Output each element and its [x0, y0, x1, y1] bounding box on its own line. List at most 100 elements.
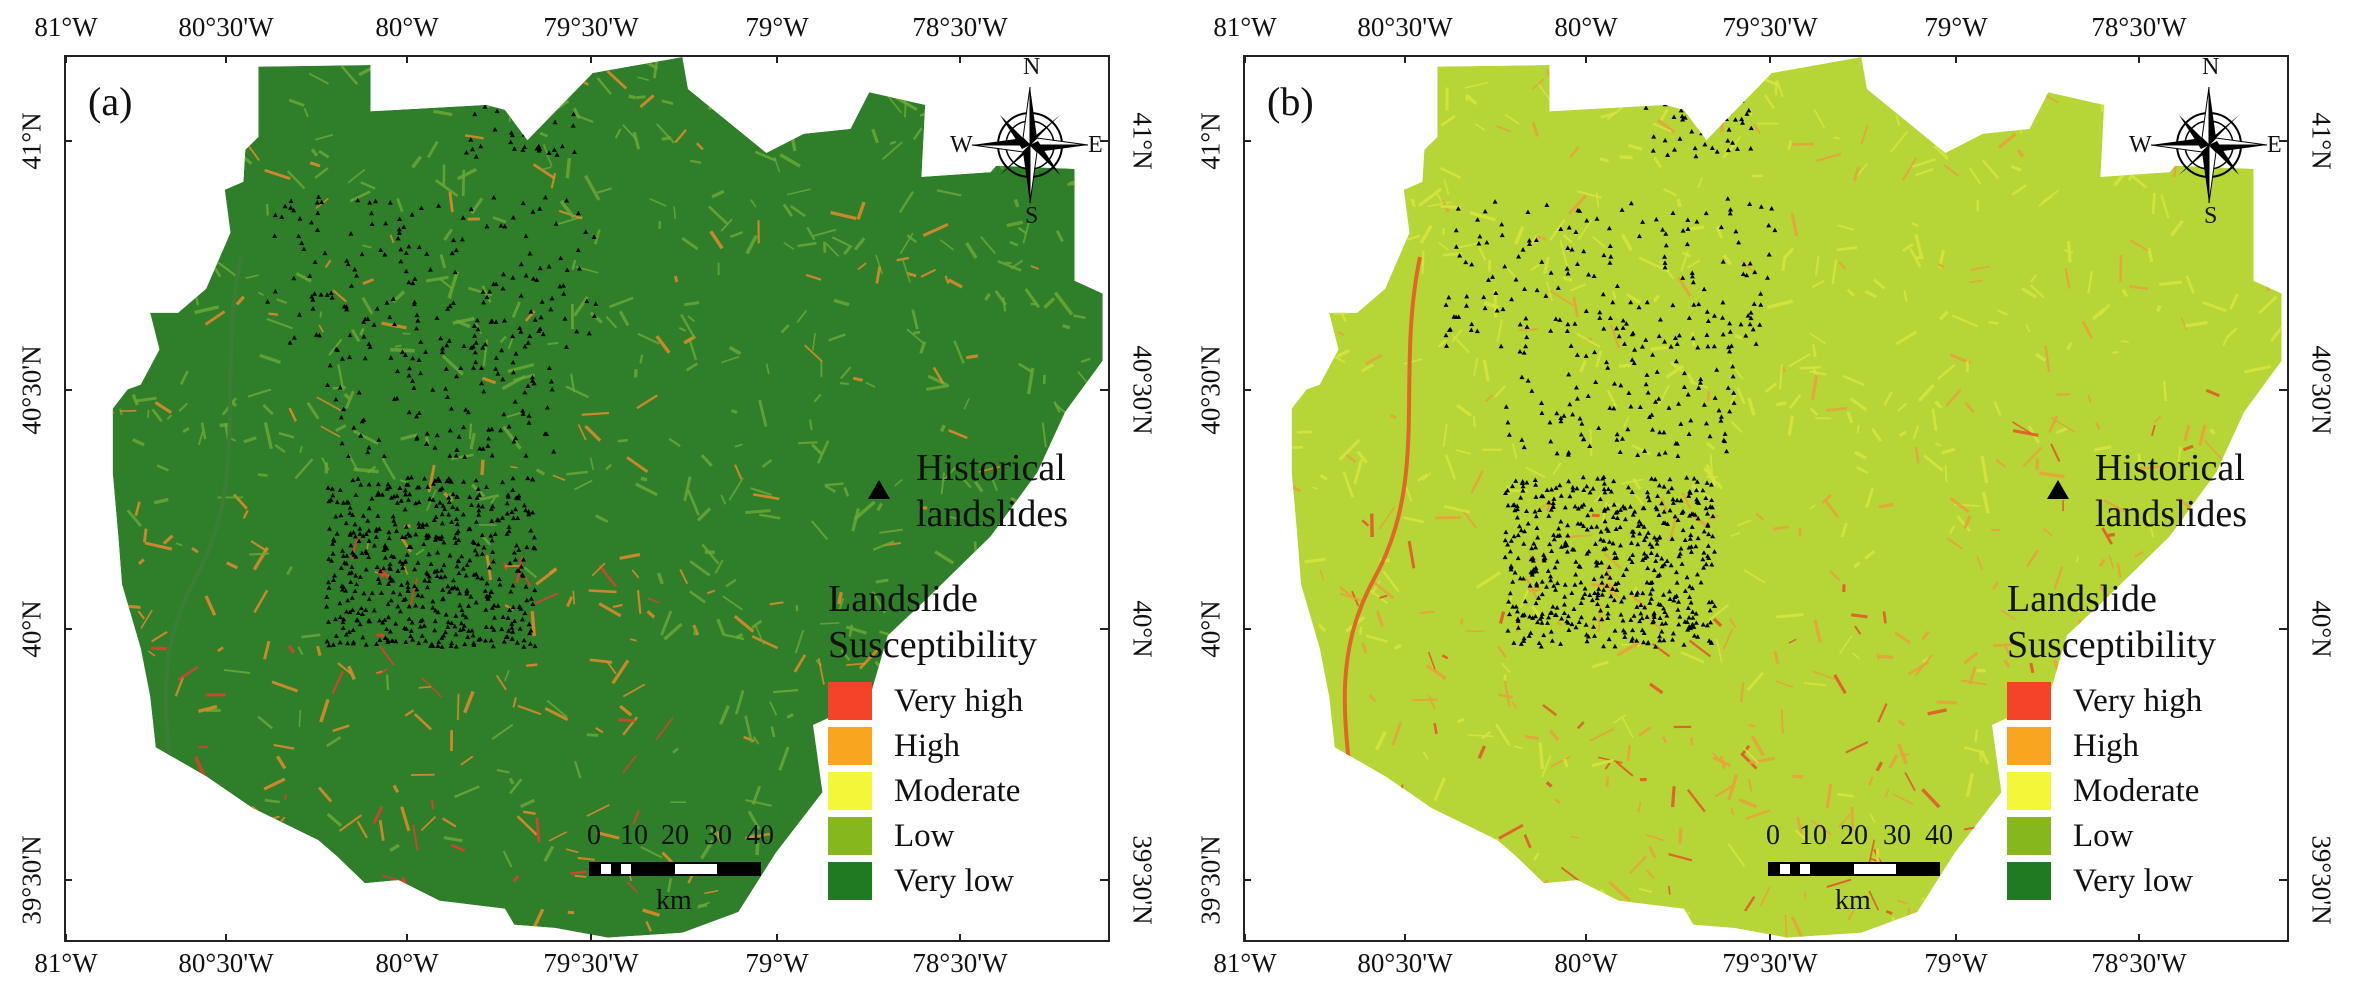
drainage-streak	[342, 909, 358, 920]
drainage-streak	[919, 341, 927, 354]
drainage-streak	[1416, 134, 1425, 140]
landslide-point	[403, 250, 409, 255]
landslide-point	[1627, 556, 1633, 561]
landslide-point	[473, 599, 479, 605]
landslide-point	[452, 535, 458, 540]
landslide-point	[371, 322, 377, 327]
drainage-streak	[1541, 755, 1552, 778]
drainage-streak	[1247, 200, 1262, 203]
landslide-point	[1539, 611, 1545, 616]
landslide-point	[1453, 244, 1459, 249]
drainage-streak	[2103, 499, 2128, 514]
landslide-point	[1644, 299, 1650, 305]
landslide-point	[1675, 607, 1681, 612]
drainage-streak	[649, 197, 667, 207]
landslide-point	[369, 221, 375, 226]
landslide-point	[1530, 615, 1536, 620]
landslide-point	[1594, 563, 1600, 568]
top-tick-mark	[1404, 55, 1406, 63]
landslide-point	[1594, 595, 1600, 601]
drainage-streak	[642, 908, 661, 917]
landslide-point	[1694, 219, 1700, 224]
landslide-point	[456, 570, 462, 576]
landslide-point	[356, 538, 362, 544]
drainage-streak	[837, 591, 843, 605]
drainage-streak	[116, 794, 128, 815]
drainage-streak	[468, 286, 493, 297]
drainage-streak	[1653, 156, 1662, 168]
landslide-point	[350, 607, 356, 612]
landslide-point	[345, 597, 351, 603]
landslide-point	[1538, 644, 1544, 649]
landslide-point	[475, 541, 481, 547]
drainage-streak	[1088, 659, 1094, 668]
landslide-point	[549, 295, 555, 301]
landslide-point	[430, 387, 436, 392]
drainage-streak	[811, 333, 816, 351]
landslide-point	[511, 146, 517, 151]
drainage-streak	[617, 438, 628, 443]
drainage-streak	[1391, 814, 1407, 832]
drainage-streak	[1326, 824, 1341, 851]
landslide-point	[416, 410, 422, 415]
drainage-streak	[1846, 411, 1854, 424]
drainage-streak	[163, 814, 171, 824]
landslide-point	[1747, 261, 1753, 266]
drainage-streak	[1720, 106, 1725, 132]
drainage-streak	[350, 329, 361, 343]
landslide-point	[493, 355, 499, 360]
landslide-point	[385, 601, 391, 607]
drainage-streak	[82, 793, 87, 810]
drainage-streak	[1755, 512, 1765, 521]
drainage-streak	[1315, 206, 1326, 220]
landslide-point	[1561, 602, 1567, 607]
landslide-point	[493, 319, 499, 325]
landslide-point	[427, 496, 433, 501]
drainage-streak	[1814, 256, 1820, 276]
landslide-point	[1578, 614, 1584, 620]
landslide-point	[1748, 310, 1754, 315]
drainage-streak	[639, 354, 644, 364]
drainage-streak	[2129, 285, 2149, 291]
bottom-tick-mark	[1955, 934, 1957, 942]
landslide-point	[346, 629, 352, 634]
landslide-point	[1714, 149, 1720, 154]
landslide-point	[476, 512, 482, 517]
landslide-point	[1677, 614, 1683, 619]
landslide-point	[366, 445, 372, 450]
landslide-point	[1662, 260, 1668, 265]
landslide-point	[324, 638, 330, 644]
landslide-point	[374, 641, 380, 646]
drainage-streak	[1897, 719, 1906, 727]
drainage-streak	[100, 325, 103, 337]
drainage-streak	[770, 726, 776, 738]
drainage-streak	[1740, 752, 1758, 770]
drainage-streak	[745, 832, 771, 840]
landslide-point	[495, 603, 501, 608]
drainage-streak	[656, 572, 664, 585]
landslide-point	[1681, 642, 1687, 647]
landslide-point	[1647, 414, 1653, 420]
drainage-streak	[253, 589, 269, 613]
bottom-tick-mark	[1585, 934, 1587, 942]
landslide-point	[388, 597, 394, 603]
landslide-point	[439, 349, 445, 355]
landslide-point	[1676, 332, 1682, 338]
drainage-streak	[622, 683, 646, 698]
landslide-point	[442, 506, 448, 512]
landslide-point	[1653, 558, 1659, 563]
landslide-point	[518, 100, 524, 106]
drainage-streak	[1982, 491, 1990, 514]
landslide-point	[379, 492, 385, 497]
drainage-streak	[622, 754, 637, 774]
drainage-streak	[338, 814, 362, 832]
drainage-streak	[1402, 516, 1425, 524]
landslide-point	[1730, 363, 1736, 369]
landslide-point	[1508, 564, 1514, 570]
landslide-point	[1565, 321, 1571, 327]
landslide-point	[1565, 620, 1571, 625]
landslide-point	[1554, 605, 1560, 610]
drainage-streak	[316, 645, 322, 657]
drainage-streak	[117, 819, 129, 834]
drainage-streak	[811, 443, 823, 455]
